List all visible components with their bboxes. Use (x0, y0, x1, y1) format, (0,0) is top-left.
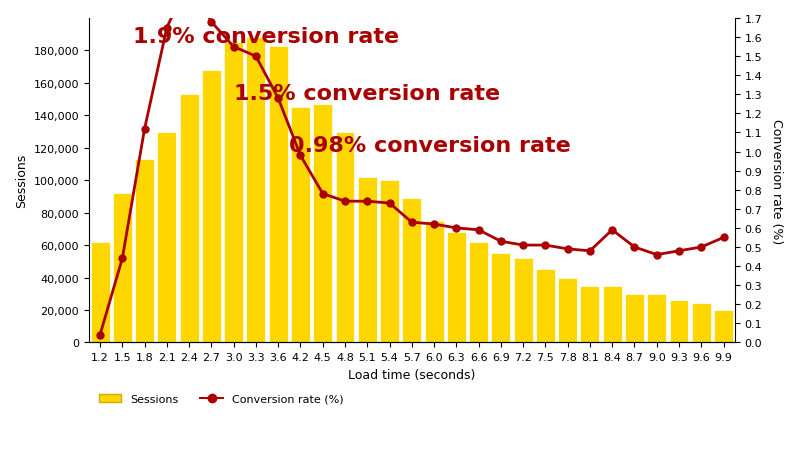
Bar (692, 304, 711, 343)
Bar (559, 278, 577, 343)
Bar (224, 43, 243, 343)
Bar (447, 233, 466, 343)
Legend: Sessions, Conversion rate (%): Sessions, Conversion rate (%) (94, 390, 348, 408)
Bar (291, 108, 310, 343)
Text: 1.9% conversion rate: 1.9% conversion rate (133, 27, 400, 47)
Bar (358, 178, 377, 343)
Bar (625, 294, 644, 343)
Bar (180, 95, 199, 343)
Bar (247, 38, 266, 343)
Bar (492, 253, 511, 343)
Bar (425, 221, 444, 343)
Bar (202, 71, 221, 343)
Text: 0.98% conversion rate: 0.98% conversion rate (290, 136, 571, 156)
Y-axis label: Sessions: Sessions (15, 154, 28, 208)
Bar (113, 194, 132, 343)
Bar (602, 286, 622, 343)
Bar (135, 160, 154, 343)
X-axis label: Load time (seconds): Load time (seconds) (348, 368, 476, 381)
Bar (714, 310, 733, 343)
Bar (335, 132, 354, 343)
Bar (314, 105, 332, 343)
Y-axis label: Conversion rate (%): Conversion rate (%) (770, 118, 783, 243)
Bar (380, 181, 399, 343)
Bar (670, 300, 689, 343)
Bar (402, 198, 421, 343)
Bar (580, 286, 599, 343)
Text: 1.5% conversion rate: 1.5% conversion rate (234, 84, 500, 104)
Bar (514, 258, 532, 343)
Bar (90, 242, 109, 343)
Bar (157, 132, 176, 343)
Bar (647, 294, 666, 343)
Bar (469, 242, 488, 343)
Bar (269, 46, 287, 343)
Bar (536, 270, 555, 343)
